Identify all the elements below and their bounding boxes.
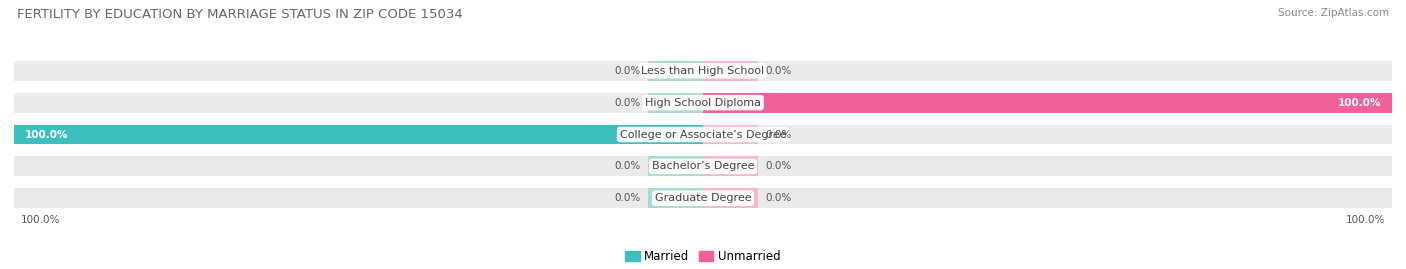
Bar — [703, 61, 1392, 81]
Text: 0.0%: 0.0% — [614, 161, 641, 171]
Bar — [14, 125, 703, 144]
Bar — [14, 188, 703, 208]
Bar — [703, 157, 758, 176]
Bar — [703, 125, 1392, 144]
Text: College or Associate’s Degree: College or Associate’s Degree — [620, 129, 786, 140]
Bar — [14, 93, 703, 112]
Text: Source: ZipAtlas.com: Source: ZipAtlas.com — [1278, 8, 1389, 18]
Legend: Married, Unmarried: Married, Unmarried — [626, 250, 780, 263]
Bar — [14, 125, 703, 144]
Text: 100.0%: 100.0% — [1339, 98, 1382, 108]
Text: 100.0%: 100.0% — [1346, 215, 1385, 225]
Text: 0.0%: 0.0% — [765, 193, 792, 203]
Text: 0.0%: 0.0% — [614, 98, 641, 108]
Text: 100.0%: 100.0% — [24, 129, 67, 140]
Text: 0.0%: 0.0% — [765, 161, 792, 171]
Text: 0.0%: 0.0% — [614, 66, 641, 76]
Text: High School Diploma: High School Diploma — [645, 98, 761, 108]
Text: Graduate Degree: Graduate Degree — [655, 193, 751, 203]
Text: Less than High School: Less than High School — [641, 66, 765, 76]
Text: Bachelor’s Degree: Bachelor’s Degree — [652, 161, 754, 171]
Bar — [703, 188, 758, 208]
Bar — [703, 93, 1392, 112]
Bar — [648, 188, 703, 208]
Bar — [703, 188, 1392, 208]
Bar — [703, 157, 1392, 176]
Bar — [14, 157, 703, 176]
Bar — [648, 61, 703, 81]
Text: 100.0%: 100.0% — [21, 215, 60, 225]
Bar — [703, 125, 758, 144]
Bar — [648, 157, 703, 176]
Bar — [648, 93, 703, 112]
Bar — [703, 93, 1392, 112]
Text: FERTILITY BY EDUCATION BY MARRIAGE STATUS IN ZIP CODE 15034: FERTILITY BY EDUCATION BY MARRIAGE STATU… — [17, 8, 463, 21]
Bar — [14, 61, 703, 81]
Text: 0.0%: 0.0% — [765, 66, 792, 76]
Bar — [703, 61, 758, 81]
Text: 0.0%: 0.0% — [765, 129, 792, 140]
Text: 0.0%: 0.0% — [614, 193, 641, 203]
